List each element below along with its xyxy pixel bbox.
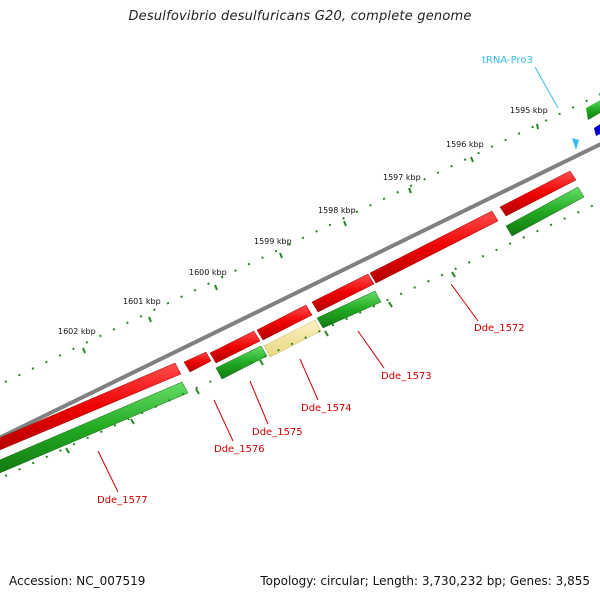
kbp-label: 1600 kbp (189, 268, 227, 277)
gene-dde-1577-rev (0, 381, 189, 474)
gene-dde-1572b-fwd (369, 210, 499, 284)
kbp-label: 1602 kbp (58, 327, 96, 336)
genome-backbone (0, 142, 600, 440)
gene-label: Dde_1574 (301, 403, 352, 414)
gene-label: Dde_1572 (474, 323, 525, 334)
kbp-label: 1599 kbp (254, 237, 292, 246)
gene-edge-blue (594, 124, 600, 136)
gene-dde-1574-pseudo (263, 319, 322, 358)
inner-minor-ticks (4, 201, 600, 477)
gene-labels: Dde_1572 Dde_1573 Dde_1574 Dde_1575 Dde_… (97, 323, 525, 506)
gene-label: Dde_1573 (381, 371, 432, 382)
trna-marker-icon (572, 138, 579, 150)
gene-dde-1577-fwd (0, 362, 182, 451)
accession-text: Accession: NC_007519 (9, 574, 146, 588)
genome-summary-text: Topology: circular; Length: 3,730,232 bp… (260, 574, 590, 588)
forward-strand-genes (0, 170, 577, 451)
gene-dde-1572-fwd (499, 170, 577, 217)
gene-dde-1573-fwd (311, 273, 375, 313)
kbp-labels: 1595 kbp 1596 kbp 1597 kbp 1598 kbp 1599… (58, 106, 548, 336)
gene-label: Dde_1576 (214, 444, 265, 455)
kbp-label: 1597 kbp (383, 173, 421, 182)
kbp-minor-ticks (4, 93, 600, 383)
inner-scale (4, 201, 600, 477)
kbp-label: 1595 kbp (510, 106, 548, 115)
gene-edge-green (586, 100, 600, 120)
gene-dde-1575-rev (215, 345, 268, 380)
kbp-label: 1601 kbp (123, 297, 161, 306)
reverse-strand-genes (0, 186, 585, 474)
trna-label: tRNA-Pro3 (482, 55, 533, 66)
gene-leaders (97, 283, 479, 493)
gene-label: Dde_1577 (97, 495, 148, 506)
gene-dde-1576-fwd (183, 351, 212, 373)
trna-feature: tRNA-Pro3 (482, 55, 579, 150)
kbp-label: 1598 kbp (318, 206, 356, 215)
gene-dde-1575-fwd (209, 330, 261, 364)
kbp-label: 1596 kbp (446, 140, 484, 149)
gene-dde-1573-rev (316, 290, 382, 329)
map-title: Desulfovibrio desulfuricans G20, complet… (128, 9, 472, 24)
gene-dde-1572-rev (505, 186, 585, 237)
gene-dde-1574-fwd (256, 304, 313, 341)
kbp-scale (4, 93, 600, 383)
edge-features (586, 100, 600, 136)
gene-label: Dde_1575 (252, 427, 303, 438)
